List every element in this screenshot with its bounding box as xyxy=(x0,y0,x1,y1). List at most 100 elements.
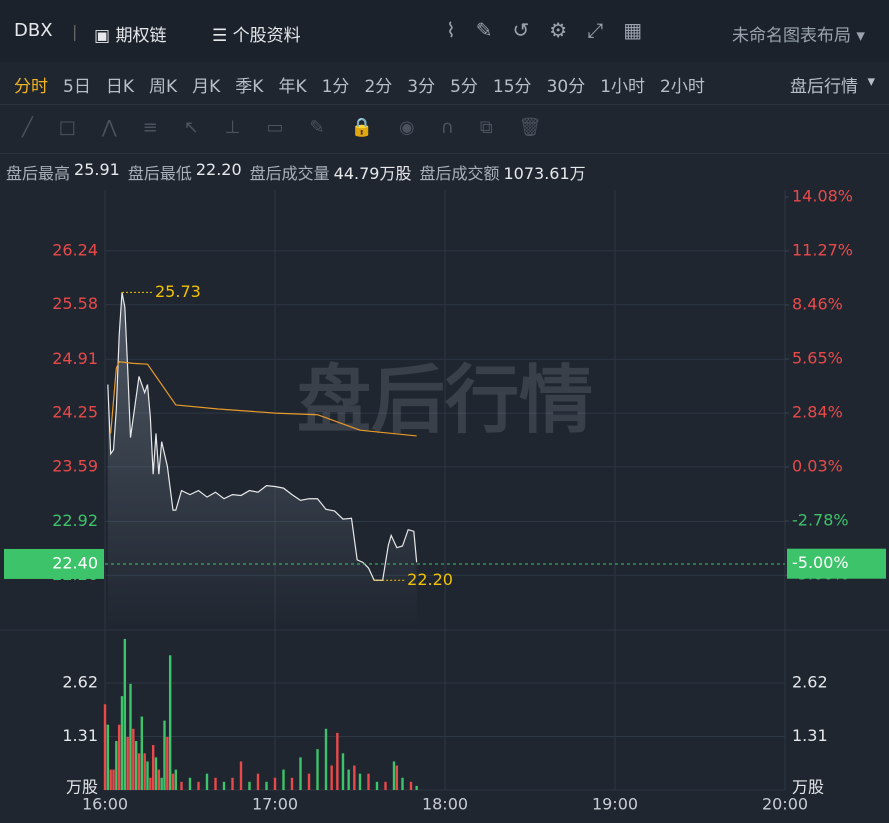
stat-label: 盘后最高 xyxy=(6,164,71,183)
volume-bar xyxy=(149,777,152,790)
volume-bar xyxy=(353,765,356,790)
average-line xyxy=(110,361,417,437)
volume-bar xyxy=(316,749,319,790)
volume-bar xyxy=(358,773,362,790)
volume-bar xyxy=(160,777,163,790)
volume-bar xyxy=(384,781,387,790)
draw-tools[interactable]: ╱□⋀≡↖⊥▭✎🔒◉∩⧉🗑 xyxy=(22,117,568,138)
extreme-label: 22.20 xyxy=(407,570,453,589)
volume-bar xyxy=(134,741,138,790)
period-tab[interactable]: 3分 xyxy=(407,77,436,97)
volume-bar xyxy=(401,777,404,790)
volume-bar xyxy=(126,736,129,790)
y-tick-label: 24.25 xyxy=(52,403,98,422)
y2-tick-label: 11.27% xyxy=(792,241,853,260)
volume-bar xyxy=(341,753,345,790)
volume-bar xyxy=(367,773,370,790)
period-tab[interactable]: 2分 xyxy=(364,77,393,97)
period-tab[interactable]: 5日 xyxy=(63,77,91,97)
volume-bar xyxy=(231,777,234,790)
volume-bar xyxy=(117,724,121,790)
x-tick-label: 19:00 xyxy=(592,795,638,814)
period-tab[interactable]: 30分 xyxy=(546,77,586,97)
period-tab[interactable]: 5分 xyxy=(450,77,478,97)
stat-value: 44.79万股 xyxy=(333,164,412,183)
x-tick-label: 17:00 xyxy=(252,795,298,814)
volume-bar xyxy=(299,757,302,790)
period-tab[interactable]: 1小时 xyxy=(600,77,646,97)
volume-bar xyxy=(336,732,339,790)
y-tick-label: 23.59 xyxy=(52,456,98,475)
volume-tick-label: 万股 xyxy=(66,778,98,797)
volume-tick-label: 2.62 xyxy=(792,673,828,692)
stat-value: 22.20 xyxy=(195,160,242,179)
y-tick-label: 25.58 xyxy=(52,294,98,313)
volume-bar xyxy=(375,781,379,790)
stat-value: 25.91 xyxy=(74,160,120,179)
y2-tick-label: 2.84% xyxy=(792,403,843,422)
volume-bar xyxy=(140,716,144,790)
y-tick-label: 24.91 xyxy=(52,349,98,368)
tool-icons[interactable]: ⌇✎↺⚙⤢▦ xyxy=(446,18,663,42)
period-tab[interactable]: 年K xyxy=(278,77,307,97)
y2-tick-label: 0.03% xyxy=(792,457,843,476)
period-tab[interactable]: 季K xyxy=(235,77,264,97)
x-tick-label: 16:00 xyxy=(82,795,128,814)
period-tab[interactable]: 周K xyxy=(148,77,178,97)
volume-bar xyxy=(214,777,217,790)
profile-link[interactable]: ☰ 个股资料 xyxy=(212,26,301,46)
divider: | xyxy=(72,22,78,41)
volume-tick-label: 1.31 xyxy=(792,726,828,745)
volume-bar xyxy=(137,753,141,790)
y-tick-label: 22.92 xyxy=(52,511,98,530)
after-hours-menu[interactable]: 盘后行情 xyxy=(790,77,858,97)
current-price-box xyxy=(4,548,104,579)
volume-bar xyxy=(290,777,294,790)
stat-value: 1073.61万 xyxy=(503,164,586,183)
volume-bar xyxy=(256,773,260,790)
menu-caret: ▾ xyxy=(867,72,875,90)
layout-menu[interactable]: 未命名图表布局 ▾ xyxy=(732,26,865,46)
period-tab[interactable]: 15分 xyxy=(492,77,532,97)
volume-bar xyxy=(103,704,107,790)
volume-bar xyxy=(392,761,396,790)
volume-bar xyxy=(146,761,149,790)
volume-bar xyxy=(151,745,155,790)
price-line xyxy=(107,292,418,581)
volume-bar xyxy=(415,785,418,790)
period-tab[interactable]: 月K xyxy=(192,77,221,97)
symbol[interactable]: DBX xyxy=(14,20,53,41)
volume-tick-label: 1.31 xyxy=(62,726,98,745)
volume-bar xyxy=(112,769,115,790)
period-tab[interactable]: 2小时 xyxy=(660,77,705,97)
volume-bar xyxy=(180,781,183,790)
stat-label: 盘后最低 xyxy=(127,164,192,183)
volume-bar xyxy=(168,655,172,790)
volume-bar xyxy=(123,638,127,790)
x-tick-label: 20:00 xyxy=(762,795,808,814)
volume-tick-label: 万股 xyxy=(792,778,824,797)
period-tab[interactable]: 分时 xyxy=(14,77,48,97)
x-tick-label: 18:00 xyxy=(422,795,468,814)
options-link[interactable]: ▣ 期权链 xyxy=(94,26,167,46)
volume-tick-label: 2.62 xyxy=(62,673,98,692)
period-tab[interactable]: 日K xyxy=(105,77,134,97)
period-tab[interactable]: 1分 xyxy=(321,77,350,97)
profile-text: 个股资料 xyxy=(232,26,301,46)
top-toolbar: DBX | ▣ 期权链 ☰ 个股资料 ⌇✎↺⚙⤢▦ 未命名图表布局 ▾ xyxy=(0,0,889,62)
volume-bar xyxy=(154,757,158,790)
volume-bar xyxy=(265,781,268,790)
y2-tick-label: -2.78% xyxy=(792,511,849,530)
current-price-label: 22.40 xyxy=(52,553,98,572)
volume-bar xyxy=(205,773,209,790)
volume-bar xyxy=(163,720,166,790)
volume-bar xyxy=(324,728,328,790)
y-tick-label: 22.26 xyxy=(52,565,98,584)
volume-bar xyxy=(395,765,399,790)
y2-tick-label: 5.65% xyxy=(792,349,843,368)
volume-bar xyxy=(143,753,146,790)
y2-tick-label: -5.60% xyxy=(792,565,849,584)
volume-bar xyxy=(347,769,350,790)
y-tick-label: 26.24 xyxy=(52,240,98,259)
